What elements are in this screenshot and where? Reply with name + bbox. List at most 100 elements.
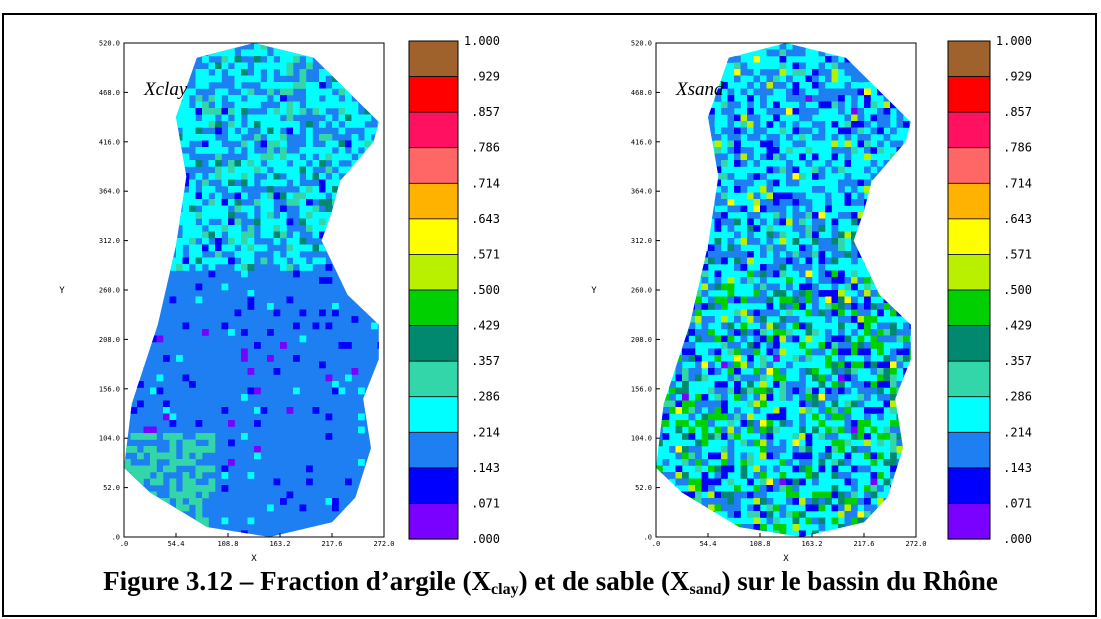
heatmap-cell xyxy=(176,218,183,226)
heatmap-cell xyxy=(299,69,307,76)
heatmap-cell xyxy=(682,355,689,362)
x-tick-label: .0 xyxy=(652,540,660,548)
heatmap-cell xyxy=(753,530,761,537)
heatmap-cell xyxy=(708,134,715,141)
heatmap-cell xyxy=(890,277,897,284)
heatmap-cell xyxy=(260,231,268,239)
heatmap-cell xyxy=(753,199,761,206)
heatmap-cell xyxy=(896,238,904,245)
heatmap-cell xyxy=(838,446,845,453)
heatmap-cell xyxy=(799,231,806,239)
heatmap-cell xyxy=(714,140,722,148)
heatmap-cell xyxy=(260,82,268,89)
heatmap-cell xyxy=(675,153,683,161)
heatmap-cell xyxy=(857,335,865,343)
heatmap-cell xyxy=(727,322,735,330)
heatmap-cell xyxy=(306,205,313,213)
heatmap-cell xyxy=(857,316,865,323)
heatmap-cell xyxy=(656,394,663,401)
heatmap-cell xyxy=(682,342,689,349)
heatmap-cell xyxy=(234,166,242,174)
heatmap-cell xyxy=(805,114,813,122)
heatmap-cell xyxy=(169,420,177,427)
heatmap-cell xyxy=(669,108,676,115)
heatmap-cell xyxy=(254,95,261,102)
heatmap-cell xyxy=(195,225,203,232)
heatmap-cell xyxy=(896,101,904,109)
heatmap-cell xyxy=(358,62,365,70)
heatmap-cell xyxy=(870,277,878,284)
heatmap-cell xyxy=(727,238,735,245)
heatmap-cell xyxy=(345,374,352,382)
heatmap-cell xyxy=(662,511,670,518)
heatmap-cell xyxy=(708,251,715,258)
heatmap-cell xyxy=(760,361,767,369)
heatmap-cell xyxy=(669,134,676,141)
heatmap-cell xyxy=(345,62,352,70)
heatmap-cell xyxy=(838,459,845,466)
heatmap-cell xyxy=(656,134,663,141)
heatmap-cell xyxy=(779,238,787,245)
heatmap-cell xyxy=(708,121,715,128)
heatmap-cell xyxy=(805,127,813,135)
heatmap-cell xyxy=(883,355,891,362)
heatmap-cell xyxy=(708,296,715,304)
heatmap-cell xyxy=(299,244,307,252)
heatmap-cell xyxy=(215,49,222,57)
heatmap-cell xyxy=(883,49,891,57)
heatmap-cell xyxy=(325,95,333,102)
heatmap-cell xyxy=(838,309,845,317)
heatmap-cell xyxy=(909,75,911,83)
heatmap-cell xyxy=(143,69,151,76)
heatmap-cell xyxy=(766,75,774,83)
heatmap-cell xyxy=(182,199,190,206)
heatmap-cell xyxy=(208,160,216,167)
heatmap-cell xyxy=(688,459,696,466)
heatmap-cell xyxy=(182,140,190,148)
heatmap-cell xyxy=(779,329,787,336)
heatmap-cell xyxy=(896,153,904,161)
heatmap-cell xyxy=(831,192,839,200)
heatmap-cell xyxy=(896,381,904,388)
heatmap-cell xyxy=(137,400,144,408)
heatmap-cell xyxy=(727,121,735,128)
heatmap-cell xyxy=(786,485,793,492)
heatmap-cell xyxy=(779,485,787,492)
heatmap-cell xyxy=(851,114,858,122)
heatmap-cell xyxy=(358,225,365,232)
heatmap-cell xyxy=(766,426,774,434)
heatmap-cell xyxy=(358,114,365,122)
heatmap-cell xyxy=(273,251,281,258)
heatmap-cell xyxy=(851,231,858,239)
heatmap-cell xyxy=(293,355,300,362)
heatmap-cell xyxy=(247,101,255,109)
heatmap-cell xyxy=(688,121,696,128)
heatmap-cell xyxy=(247,205,255,213)
heatmap-cell xyxy=(299,192,307,200)
heatmap-cell xyxy=(662,290,670,297)
heatmap-cell xyxy=(701,530,709,537)
heatmap-cell xyxy=(124,147,131,154)
colorbar-swatch xyxy=(947,289,991,327)
heatmap-cell xyxy=(215,153,222,161)
heatmap-cell xyxy=(364,69,372,76)
heatmap-cell xyxy=(682,199,689,206)
heatmap-cell xyxy=(169,433,177,440)
heatmap-cell xyxy=(792,381,800,388)
heatmap-cell xyxy=(812,225,819,232)
heatmap-cell xyxy=(851,361,858,369)
heatmap-cell xyxy=(773,368,780,375)
heatmap-cell xyxy=(786,459,793,466)
heatmap-cell xyxy=(260,179,268,187)
heatmap-cell xyxy=(779,335,787,343)
heatmap-cell xyxy=(786,218,793,226)
heatmap-cell xyxy=(176,257,183,265)
heatmap-cell xyxy=(896,524,904,531)
heatmap-cell xyxy=(682,56,689,63)
heatmap-cell xyxy=(721,212,728,219)
heatmap-cell xyxy=(286,173,294,180)
heatmap-cell xyxy=(877,257,884,265)
x-tick-label: 108.8 xyxy=(217,540,238,548)
y-tick-label: 208.0 xyxy=(99,336,120,344)
heatmap-cell xyxy=(286,82,294,89)
